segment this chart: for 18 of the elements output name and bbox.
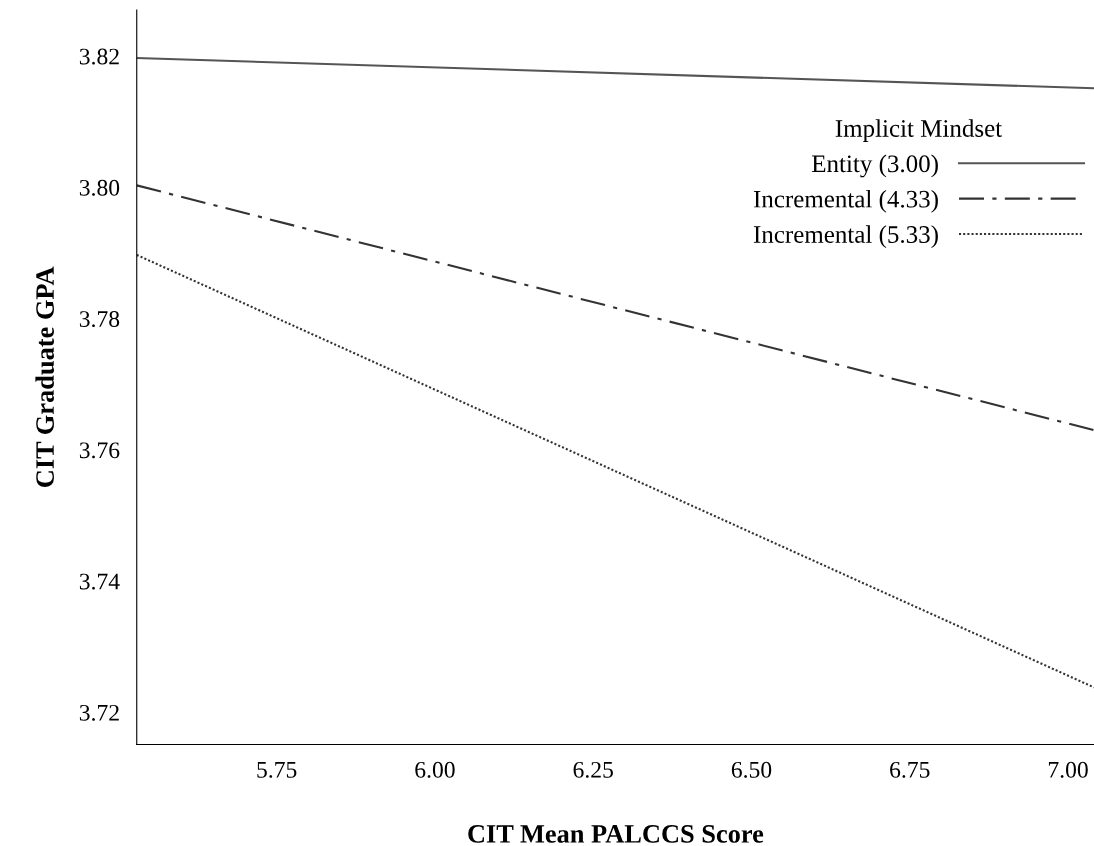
x-tick-label: 6.25 xyxy=(573,761,613,778)
legend-label: Entity (3.00) xyxy=(811,154,938,178)
y-axis-title: CIT Graduate GPA xyxy=(35,266,55,487)
legend-label: Incremental (4.33) xyxy=(753,190,938,213)
y-tick-label: 3.72 xyxy=(79,704,119,721)
x-tick-label: 6.50 xyxy=(731,761,772,778)
y-tick-label: 3.74 xyxy=(79,573,120,590)
y-tick-label: 3.78 xyxy=(79,311,120,328)
x-tick-label: 6.75 xyxy=(890,761,930,778)
x-tick-label: 7.00 xyxy=(1048,761,1088,778)
legend-title: Implicit Mindset xyxy=(835,119,1003,142)
x-tick-label: 5.75 xyxy=(257,762,297,778)
x-axis-title: CIT Mean PALCCS Score xyxy=(468,825,764,843)
legend-label: Incremental (5.33) xyxy=(753,225,938,248)
y-tick-label: 3.82 xyxy=(79,48,119,65)
y-tick-label: 3.80 xyxy=(79,179,120,196)
y-tick-label: 3.76 xyxy=(79,442,120,459)
x-tick-label: 6.00 xyxy=(415,761,455,778)
